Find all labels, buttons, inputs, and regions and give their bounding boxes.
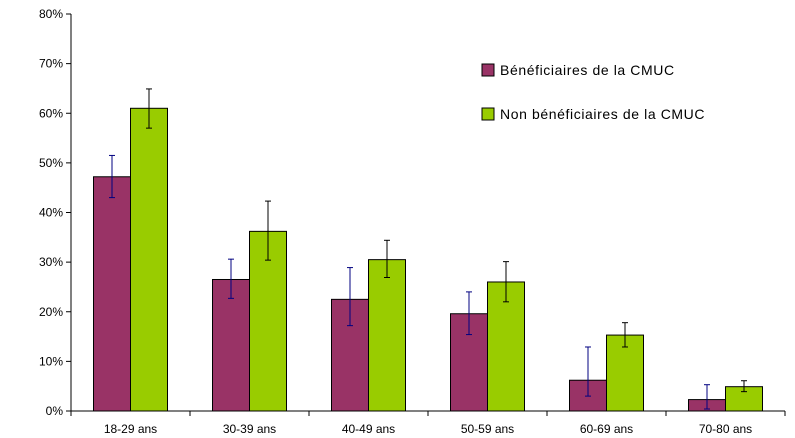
y-tick-label: 60% xyxy=(39,106,63,120)
x-tick-label: 50-59 ans xyxy=(461,422,514,436)
x-axis: 18-29 ans 30-39 ans 40-49 ans 50-59 ans 60-6… xyxy=(70,410,786,436)
x-tick-label: 40-49 ans xyxy=(342,422,395,436)
legend-label-beneficiaires: Bénéficiaires de la CMUC xyxy=(500,62,675,78)
bar-non-beneficiaires xyxy=(368,259,406,412)
bar-non-beneficiaires xyxy=(606,334,644,412)
x-tick-label: 70-80 ans xyxy=(699,422,752,436)
y-tick-label: 40% xyxy=(39,206,63,220)
error-bar-beneficiaires xyxy=(585,346,591,397)
error-bar-beneficiaires xyxy=(109,154,115,199)
bar-beneficiaires xyxy=(93,176,131,412)
error-bar-beneficiaires xyxy=(228,258,234,299)
bar-non-beneficiaires xyxy=(487,281,525,412)
y-axis: 0% 10% 20% 30% 40% 50% 60% 70% 80% xyxy=(39,7,72,418)
legend-swatch-non-beneficiaires xyxy=(481,107,495,121)
error-bar-beneficiaires xyxy=(466,291,472,336)
y-tick-label: 10% xyxy=(39,354,63,368)
legend-swatch-beneficiaires xyxy=(481,63,495,77)
y-tick-label: 20% xyxy=(39,305,63,319)
error-bar-non-beneficiaires xyxy=(265,200,271,261)
error-bar-beneficiaires xyxy=(347,267,353,327)
error-bar-non-beneficiaires xyxy=(503,261,509,303)
bars xyxy=(93,107,763,412)
error-bar-non-beneficiaires xyxy=(146,88,152,129)
y-tick-label: 80% xyxy=(39,7,63,21)
x-tick-label: 60-69 ans xyxy=(580,422,633,436)
y-tick-label: 50% xyxy=(39,156,63,170)
error-bar-non-beneficiaires xyxy=(741,380,747,393)
bar-non-beneficiaires xyxy=(130,107,168,412)
legend-label-non-beneficiaires: Non bénéficiaires de la CMUC xyxy=(500,106,705,122)
error-bar-non-beneficiaires xyxy=(622,322,628,348)
y-tick-label: 0% xyxy=(46,404,64,418)
y-tick-label: 70% xyxy=(39,57,63,71)
legend: Bénéficiaires de la CMUC Non bénéficiair… xyxy=(481,62,705,122)
error-bar-non-beneficiaires xyxy=(384,239,390,279)
x-tick-label: 30-39 ans xyxy=(223,422,276,436)
y-tick-label: 30% xyxy=(39,255,63,269)
error-bars xyxy=(109,88,747,410)
bar-beneficiaires xyxy=(212,278,250,412)
x-tick-label: 18-29 ans xyxy=(104,422,157,436)
error-bar-beneficiaires xyxy=(704,384,710,410)
